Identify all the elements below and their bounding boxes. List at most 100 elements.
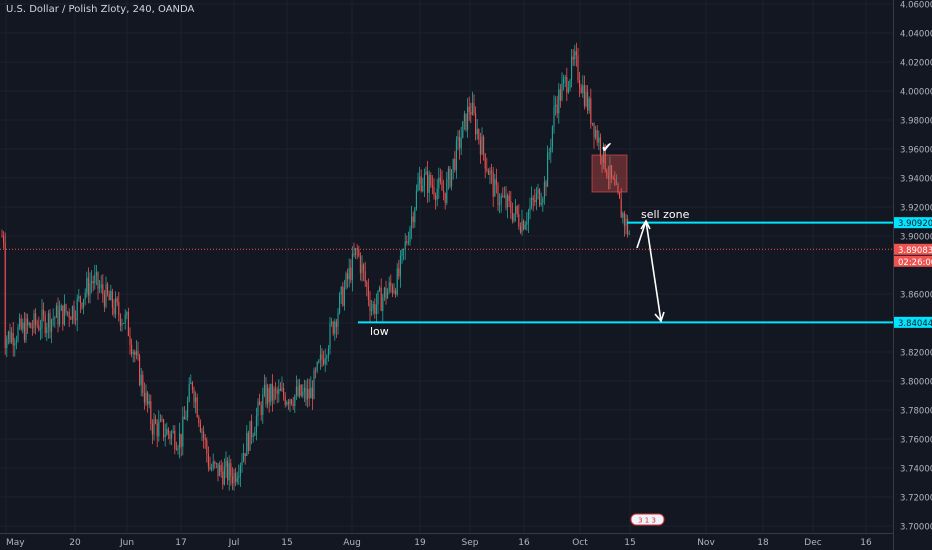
candle-body: [467, 106, 469, 130]
candle-body: [164, 435, 166, 437]
candle-body: [281, 387, 283, 391]
candle-body: [6, 338, 8, 349]
candle-body: [479, 139, 481, 155]
candle-body: [395, 290, 397, 295]
candle-body: [526, 222, 528, 225]
candle-body: [209, 466, 211, 470]
x-tick-label: 18: [757, 538, 769, 548]
candle-body: [276, 390, 278, 394]
countdown-badge: 02:26:00: [898, 258, 932, 268]
candle-body: [100, 284, 102, 288]
candle-body: [423, 174, 425, 186]
candle-body: [39, 328, 41, 331]
candle-body: [439, 177, 441, 182]
candle-body: [491, 170, 493, 173]
y-tick-label: 3.70000: [900, 523, 932, 533]
candle-body: [231, 476, 233, 484]
candle-body: [539, 189, 541, 205]
candle-body: [239, 465, 241, 476]
candle-body: [350, 267, 352, 281]
candle-body: [217, 463, 219, 477]
candle-body: [143, 392, 145, 403]
candle-body: [63, 304, 65, 325]
candle-body: [228, 463, 230, 481]
candle-body: [446, 179, 448, 203]
x-tick-label: Aug: [343, 538, 361, 548]
candle-body: [379, 287, 381, 291]
candle-body: [278, 388, 280, 394]
candle-body: [118, 302, 120, 315]
candle-body: [531, 197, 533, 207]
candle-body: [270, 383, 272, 403]
candle-body: [387, 291, 389, 299]
candle-body: [523, 220, 525, 230]
candle-body: [396, 268, 398, 295]
candle-body: [612, 177, 614, 180]
candle-body: [575, 51, 577, 56]
candle-body: [388, 282, 390, 292]
candle-body: [596, 130, 598, 143]
candle-body: [452, 158, 454, 170]
candle-body: [355, 248, 357, 256]
candle-body: [620, 198, 622, 218]
candle-body: [625, 219, 627, 226]
candle-body: [43, 309, 45, 315]
candle-body: [283, 387, 285, 397]
candle-body: [62, 305, 64, 325]
candle-body: [447, 168, 449, 180]
candle-body: [572, 56, 574, 60]
candle-body: [628, 233, 630, 235]
current-price-badge-bg: [894, 243, 932, 255]
candle-body: [91, 281, 93, 283]
candle-body: [542, 198, 544, 203]
candle-body: [28, 323, 30, 326]
candle-body: [505, 195, 507, 208]
candle-body: [428, 174, 430, 193]
candle-body: [503, 195, 505, 197]
candle-body: [215, 463, 217, 465]
candle-body: [156, 423, 158, 437]
candle-body: [15, 340, 17, 343]
candle-body: [46, 327, 48, 334]
candle-body: [540, 202, 542, 205]
x-axis[interactable]: May 20 Jun 17 Jul 15 Aug 19 Sep 16 Oct 15 Nov 18 Dec 16: [0, 533, 893, 549]
candle-body: [431, 185, 433, 188]
candle-body: [563, 78, 565, 84]
candle-body: [465, 113, 467, 130]
candle-body: [303, 387, 305, 392]
events-badge-icon: [630, 513, 665, 526]
chart-title: U.S. Dollar / Polish Zloty, 240, OANDA: [6, 4, 195, 15]
candle-body: [129, 335, 131, 345]
candle-body: [500, 195, 502, 204]
candle-body: [20, 318, 22, 330]
candle-body: [211, 468, 213, 470]
candle-body: [489, 170, 491, 175]
candle-body: [89, 282, 91, 296]
candle-body: [580, 87, 582, 93]
candle-body: [420, 176, 422, 192]
current-price-badge: 3.89083: [898, 246, 932, 256]
candle-body: [97, 272, 99, 289]
candle-body: [254, 432, 256, 436]
candle-body: [190, 382, 192, 385]
candle-body: [230, 463, 232, 477]
candle-body: [559, 89, 561, 101]
candle-body: [398, 268, 400, 277]
candle-body: [569, 80, 571, 89]
candle-body: [49, 313, 51, 332]
candle-body: [161, 419, 163, 421]
candle-body: [241, 461, 243, 466]
candle-body: [603, 144, 605, 163]
candle-body: [33, 313, 35, 329]
candle-body: [262, 394, 264, 415]
y-axis[interactable]: 4.06000 4.04000 4.02000 4.00000 3.98000 3.960…: [893, 0, 932, 550]
candle-body: [279, 388, 281, 391]
candle-body: [203, 431, 205, 439]
annotations: sell zone low ✔ 3 1 3: [370, 140, 690, 526]
candle-body: [206, 440, 208, 454]
y-tick-label: 4.00000: [900, 88, 932, 98]
candle-body: [318, 360, 320, 363]
candle-body: [427, 171, 429, 193]
candle-body: [595, 130, 597, 138]
